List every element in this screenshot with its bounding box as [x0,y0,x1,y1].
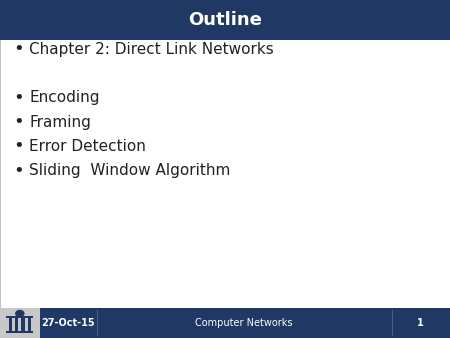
FancyBboxPatch shape [0,308,450,338]
Text: •: • [14,40,24,58]
FancyBboxPatch shape [9,317,12,331]
Text: Error Detection: Error Detection [29,139,146,154]
Text: •: • [14,162,24,180]
Text: Framing: Framing [29,115,91,129]
FancyBboxPatch shape [0,308,40,338]
Text: •: • [14,137,24,155]
FancyBboxPatch shape [6,316,33,318]
FancyBboxPatch shape [15,317,18,331]
Text: Sliding  Window Algorithm: Sliding Window Algorithm [29,163,230,178]
Text: Outline: Outline [188,11,262,29]
FancyBboxPatch shape [392,310,393,336]
Text: Encoding: Encoding [29,90,100,105]
Text: 27-Oct-15: 27-Oct-15 [41,318,95,328]
FancyBboxPatch shape [27,317,31,331]
FancyBboxPatch shape [21,317,25,331]
Text: •: • [14,113,24,131]
FancyBboxPatch shape [6,331,33,333]
Circle shape [16,311,24,317]
Text: •: • [14,89,24,107]
Text: Computer Networks: Computer Networks [195,318,293,328]
Text: Chapter 2: Direct Link Networks: Chapter 2: Direct Link Networks [29,42,274,56]
Text: 1: 1 [418,318,424,328]
FancyBboxPatch shape [97,310,98,336]
FancyBboxPatch shape [0,0,450,40]
